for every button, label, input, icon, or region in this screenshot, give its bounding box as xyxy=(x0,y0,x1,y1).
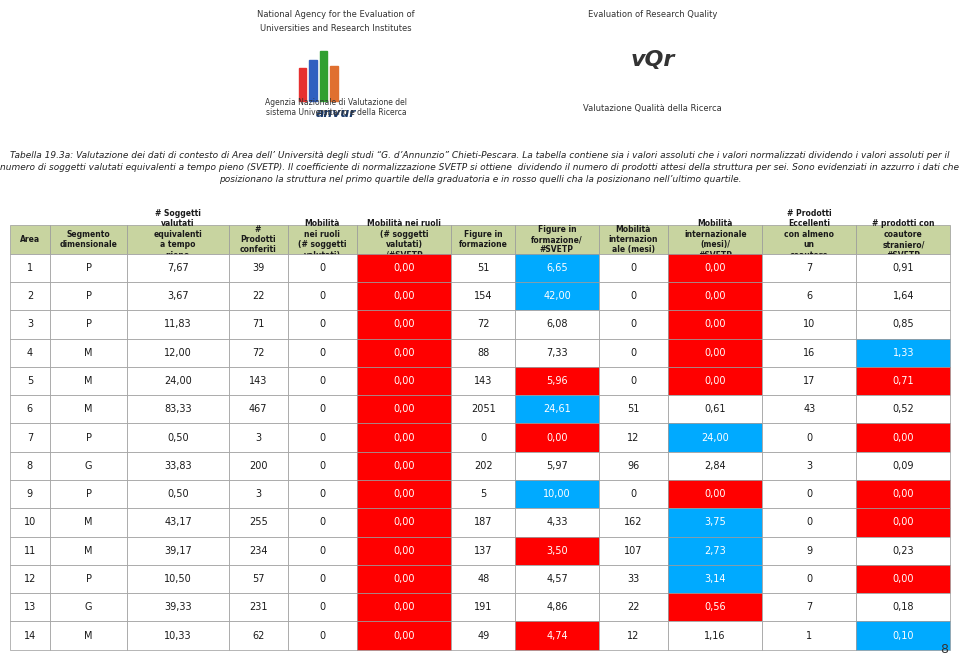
FancyArrow shape xyxy=(309,60,317,101)
FancyArrow shape xyxy=(299,68,306,101)
FancyArrow shape xyxy=(320,51,327,101)
Text: Agenzia Nazionale di Valutazione del
sistema Universitario e della Ricerca: Agenzia Nazionale di Valutazione del sis… xyxy=(265,97,407,117)
Text: anvur: anvur xyxy=(316,107,356,121)
Text: Valutazione Qualità della Ricerca: Valutazione Qualità della Ricerca xyxy=(584,104,722,113)
Text: Evaluation of Research Quality: Evaluation of Research Quality xyxy=(588,9,717,19)
Text: Tabella 19.3a: Valutazione dei dati di contesto di Area dell’ Università degli s: Tabella 19.3a: Valutazione dei dati di c… xyxy=(1,151,959,184)
Text: 8: 8 xyxy=(941,643,948,656)
Text: vQr: vQr xyxy=(631,50,675,70)
FancyArrow shape xyxy=(330,66,338,101)
Text: National Agency for the Evaluation of: National Agency for the Evaluation of xyxy=(257,9,415,19)
Text: Universities and Research Institutes: Universities and Research Institutes xyxy=(260,24,412,33)
